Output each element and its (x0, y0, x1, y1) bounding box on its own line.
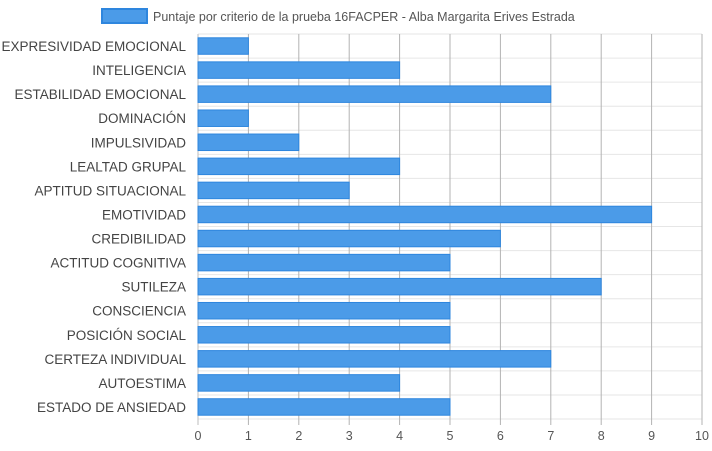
legend[interactable]: Puntaje por criterio de la prueba 16FACP… (101, 8, 575, 24)
category-label: AUTOESTIMA (98, 376, 186, 391)
category-label: EXPRESIVIDAD EMOCIONAL (1, 39, 186, 54)
category-label: POSICIÓN SOCIAL (67, 328, 187, 343)
category-label: CREDIBILIDAD (91, 232, 186, 247)
category-label: INTELIGENCIA (92, 63, 186, 78)
category-label: APTITUD SITUACIONAL (34, 183, 186, 198)
legend-label[interactable]: Puntaje por criterio de la prueba 16FACP… (153, 10, 575, 24)
bar[interactable] (197, 181, 350, 200)
bar[interactable] (197, 398, 451, 416)
bar[interactable] (197, 350, 552, 368)
category-label: ESTADO DE ANSIEDAD (37, 400, 186, 415)
bar[interactable] (197, 109, 249, 127)
category-labels: EXPRESIVIDAD EMOCIONAL INTELIGENCIA ESTABI… (1, 39, 186, 415)
bar[interactable] (197, 229, 501, 248)
category-label: ACTITUD COGNITIVA (50, 256, 186, 271)
bar[interactable] (197, 277, 602, 296)
bar[interactable] (197, 37, 249, 55)
category-label: ESTABILIDAD EMOCIONAL (14, 87, 186, 102)
x-tick-label: 10 (695, 429, 709, 443)
bar[interactable] (197, 253, 451, 272)
x-axis-ticks: 0 1 2 3 4 5 6 7 8 9 10 (195, 429, 709, 443)
bar[interactable] (197, 61, 401, 79)
x-tick-label: 0 (195, 429, 202, 443)
x-tick-label: 4 (396, 429, 403, 443)
category-label: LEALTAD GRUPAL (70, 159, 187, 174)
category-label: IMPULSIVIDAD (91, 135, 187, 150)
bars (197, 37, 653, 416)
bar[interactable] (197, 301, 451, 320)
category-label: CONSCIENCIA (92, 304, 186, 319)
category-label: SUTILEZA (121, 280, 186, 295)
bar[interactable] (197, 157, 401, 176)
x-tick-label: 8 (598, 429, 605, 443)
bar[interactable] (197, 374, 401, 392)
category-label: CERTEZA INDIVIDUAL (44, 352, 186, 367)
bar[interactable] (197, 133, 300, 152)
x-tick-label: 9 (648, 429, 655, 443)
x-tick-label: 2 (295, 429, 302, 443)
x-tick-label: 7 (547, 429, 554, 443)
bar[interactable] (197, 205, 653, 224)
x-tick-label: 1 (245, 429, 252, 443)
x-tick-label: 3 (346, 429, 353, 443)
x-tick-label: 6 (497, 429, 504, 443)
bar[interactable] (197, 85, 552, 103)
category-label: DOMINACIÓN (98, 111, 186, 126)
bar[interactable] (197, 326, 451, 344)
x-tick-label: 5 (447, 429, 454, 443)
legend-swatch[interactable] (101, 8, 148, 24)
category-label: EMOTIVIDAD (102, 207, 186, 222)
